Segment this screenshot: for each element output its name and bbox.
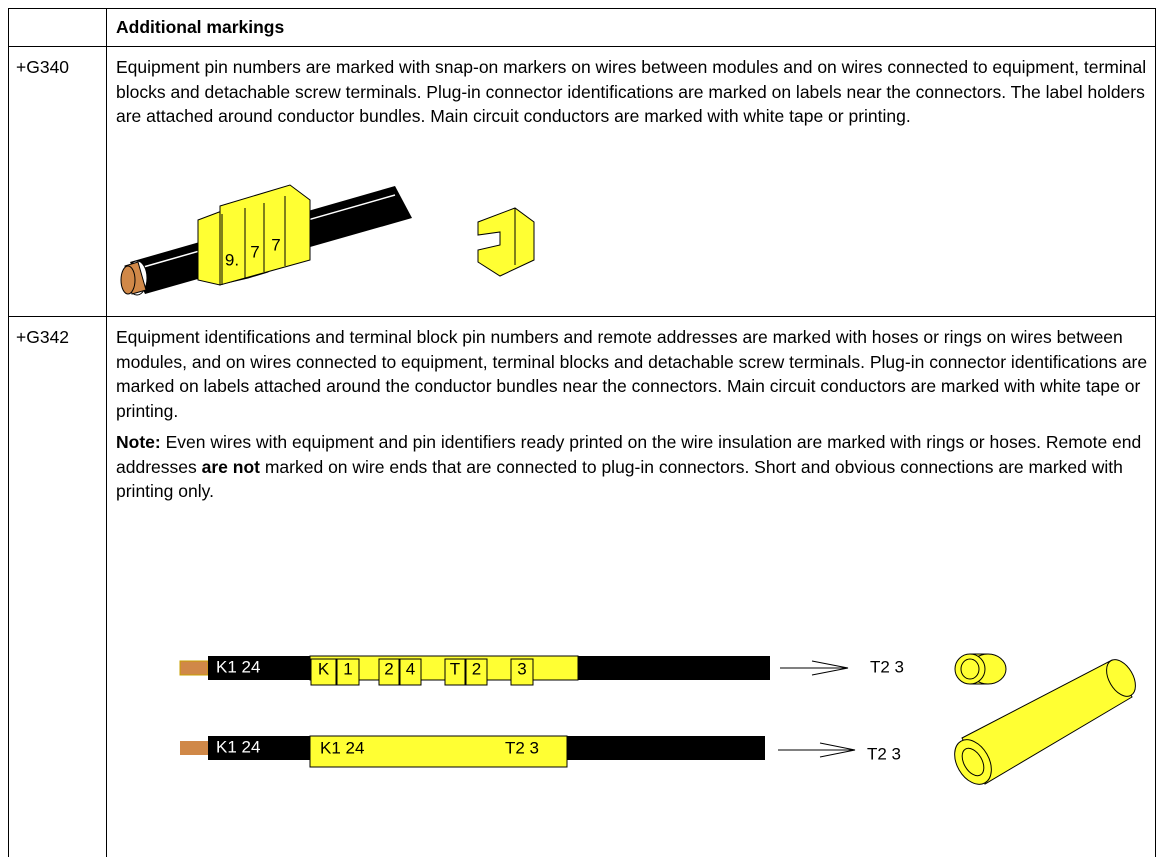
hose-label: K1 24 (320, 738, 364, 757)
marker-label: 7 (271, 235, 280, 254)
marker-label: 3 (517, 659, 526, 678)
cable (578, 656, 770, 680)
copper (179, 660, 209, 676)
marker-label: 9. (225, 250, 239, 269)
marker (336, 658, 360, 686)
rule (8, 46, 1156, 47)
marker-label: T (450, 659, 460, 678)
paragraph: Equipment identifications and terminal b… (116, 327, 1148, 421)
marker (378, 658, 400, 686)
marker-label: 1 (343, 659, 352, 678)
wire-print: K1 24 (216, 737, 260, 756)
row-text: Equipment identifications and terminal b… (116, 325, 1152, 504)
marker-label: 2 (384, 659, 393, 678)
marker (510, 658, 534, 686)
hose-label: T2 3 (505, 738, 539, 757)
hose (309, 735, 568, 768)
snap-marker (477, 207, 535, 277)
wire-figure: 9. 7 7 (120, 184, 535, 296)
row-code: +G342 (16, 327, 70, 347)
marker-label: K (318, 659, 330, 678)
ring-hole (960, 658, 980, 680)
marker-label: 2 (472, 659, 481, 678)
row-text: Equipment pin numbers are marked with sn… (116, 55, 1152, 129)
marker-label: 4 (406, 659, 415, 678)
arrow-head (819, 742, 856, 758)
wire-print: K1 24 (216, 657, 260, 676)
note-label: Note: (116, 432, 161, 452)
paragraph: Equipment pin numbers are marked with sn… (116, 57, 1147, 126)
cable (208, 656, 310, 680)
copper (180, 741, 208, 755)
remote-address: T2 3 (870, 657, 904, 676)
marker-label: 7 (250, 242, 259, 261)
rule (8, 8, 1156, 9)
tube-end (1106, 659, 1136, 697)
note-bold: are not (201, 456, 260, 477)
rule (8, 8, 9, 857)
note-text: Even wires with equipment and pin identi… (116, 432, 1142, 477)
marker (399, 658, 422, 686)
note-text: marked on wire ends that are connected t… (116, 456, 1123, 502)
marker (444, 658, 466, 686)
marker (465, 658, 488, 686)
row-code: +G340 (16, 57, 70, 77)
note: Note: Even wires with equipment and pin … (116, 430, 1152, 504)
remote-address: T2 3 (867, 744, 901, 763)
marker-block (219, 184, 311, 286)
rule (8, 316, 1156, 317)
copper-end (120, 265, 136, 295)
marker (310, 658, 337, 686)
cable (567, 736, 765, 760)
tube-hole (961, 747, 985, 777)
header-title: Additional markings (116, 17, 285, 37)
cable (208, 736, 310, 760)
rule (1155, 316, 1156, 857)
rule (1155, 8, 1156, 317)
rule (106, 8, 107, 857)
arrow-head (811, 660, 849, 676)
